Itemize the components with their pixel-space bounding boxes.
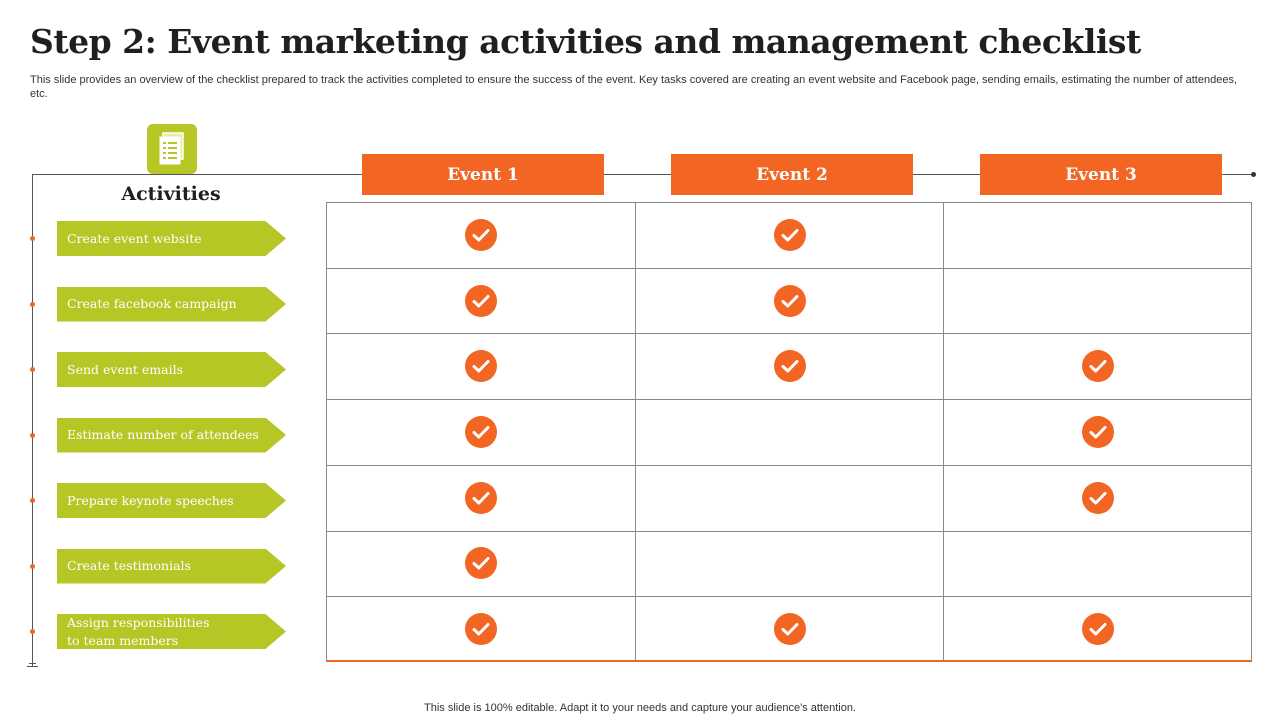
activity-item: Create event website [57,221,286,256]
activity-label: Send event emails [67,361,184,377]
checkmark-icon [1082,416,1115,448]
activity-label: Estimate number of attendees [67,427,259,442]
timeline-dot [30,432,35,438]
timeline-base-line-inner [29,663,36,664]
grid-column-divider [943,203,944,660]
slide-title: Step 2: Event marketing activities and m… [30,22,1141,61]
grid-row-divider [327,596,1251,598]
checkmark-icon [773,284,806,317]
checkmark-icon [465,547,498,580]
timeline-dot [30,629,35,634]
activity-item: Create facebook campaign [57,286,286,322]
checkmark-icon [773,350,806,383]
activity-label: Create facebook campaign [67,296,237,311]
timeline-end-dot [1251,172,1256,177]
timeline-dot [30,367,35,372]
checkmark-icon [1082,350,1115,383]
timeline-vertical-line [32,174,33,666]
checkmark-icon [465,284,498,317]
event-1-header: Event 1 [362,154,604,195]
grid-row-divider [327,464,1251,466]
grid-row-divider [327,530,1251,532]
checkmark-icon [465,218,498,251]
timeline-dot [30,236,35,241]
checkmark-icon [465,613,498,646]
grid-row-divider [327,267,1251,269]
activity-label: Assign responsibilities to team members [67,614,210,648]
checkmark-icon [1082,613,1115,646]
checkmark-icon [1082,481,1115,514]
activity-label: Create event website [67,230,202,246]
activity-item: Send event emails [57,352,286,387]
timeline-dot [30,301,35,307]
activity-label: Create testimonials [67,558,191,573]
slide-footer: This slide is 100% editable. Adapt it to… [424,702,856,714]
activity-item: Estimate number of attendees [57,417,286,453]
slide-subtitle: This slide provides an overview of the c… [30,74,1237,100]
checkmark-icon [465,416,498,448]
event-3-header: Event 3 [980,154,1222,195]
checkmark-icon [773,218,806,251]
timeline-horizontal-line [32,174,1254,175]
checklist-grid [326,202,1252,662]
grid-row-divider [327,399,1251,401]
checkmark-icon [773,613,806,646]
activity-item: Create testimonials [57,548,286,584]
activities-heading: Activities [121,183,221,205]
event-2-header: Event 2 [671,154,913,195]
grid-row-divider [327,333,1251,335]
timeline-dot [30,563,35,569]
checklist-document-icon [147,124,197,174]
grid-column-divider [634,203,636,660]
checkmark-icon [465,481,498,514]
activity-item: Prepare keynote speeches [57,483,286,518]
checkmark-icon [465,350,498,383]
activity-label: Prepare keynote speeches [67,492,234,508]
timeline-base-line [27,666,38,667]
timeline-dot [30,498,35,503]
activity-item: Assign responsibilities to team members [57,614,286,649]
